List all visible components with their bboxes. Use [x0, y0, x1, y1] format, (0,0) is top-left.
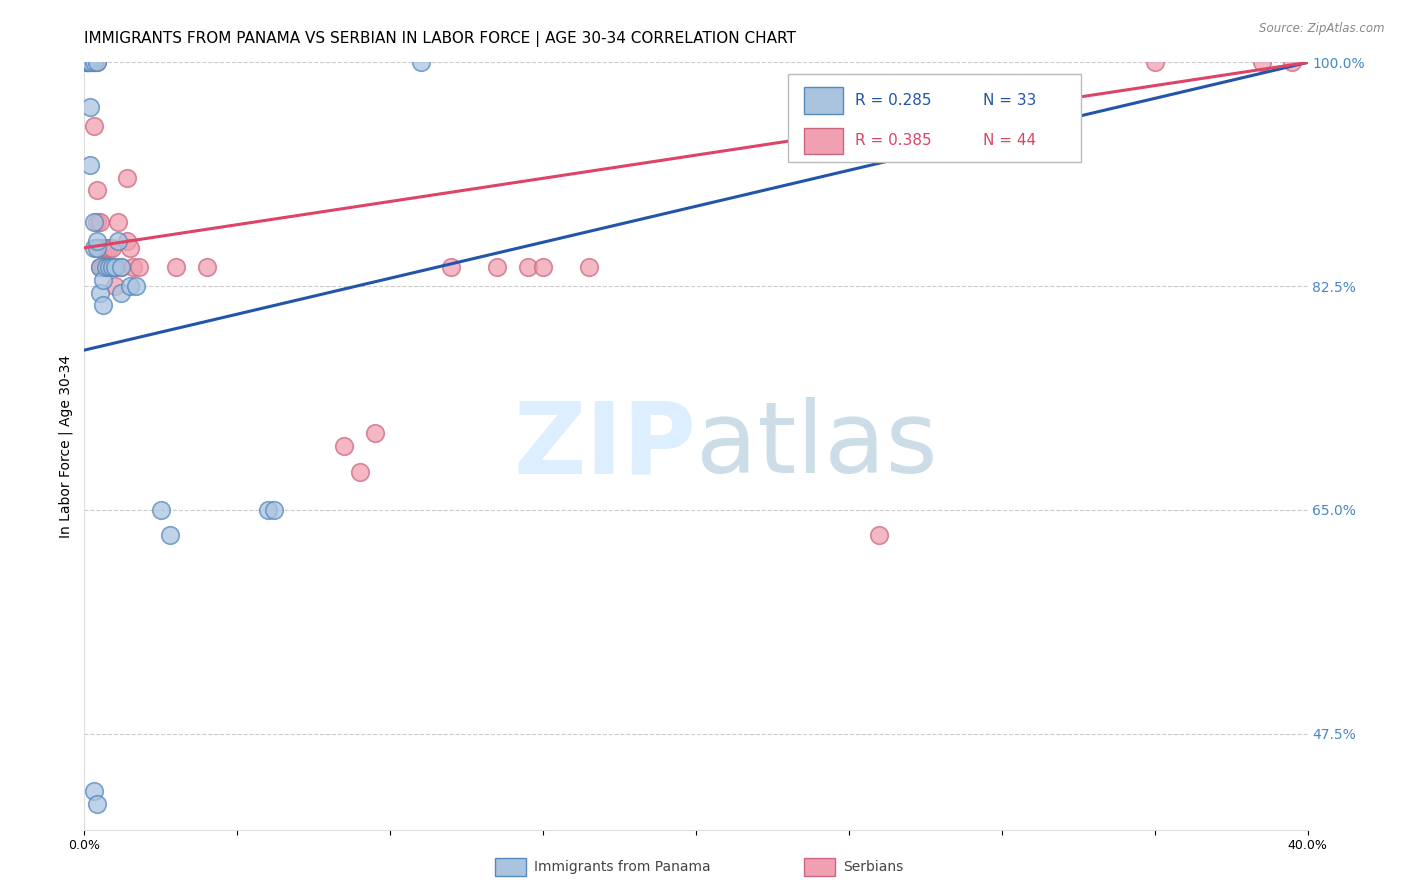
- Point: [94, 260, 117, 274]
- Point: [1143, 55, 1166, 70]
- Point: [122, 260, 145, 274]
- Point: [104, 260, 127, 274]
- Point: [107, 235, 129, 249]
- Point: [409, 55, 432, 70]
- Point: [263, 503, 285, 517]
- Point: [86, 235, 108, 249]
- Point: [578, 260, 600, 274]
- Text: N = 44: N = 44: [983, 133, 1036, 148]
- Point: [125, 279, 148, 293]
- Point: [79, 55, 101, 70]
- Text: Serbians: Serbians: [844, 860, 904, 874]
- Point: [83, 55, 105, 70]
- Point: [101, 241, 124, 255]
- Point: [115, 235, 138, 249]
- Point: [79, 100, 101, 114]
- Point: [83, 55, 105, 70]
- Point: [76, 55, 98, 70]
- Point: [516, 260, 538, 274]
- Point: [195, 260, 218, 274]
- Text: N = 33: N = 33: [983, 93, 1036, 108]
- Point: [149, 503, 172, 517]
- Point: [79, 55, 101, 70]
- Text: atlas: atlas: [696, 398, 938, 494]
- FancyBboxPatch shape: [787, 74, 1081, 162]
- Point: [115, 170, 138, 185]
- Point: [97, 241, 120, 255]
- Point: [333, 439, 356, 453]
- FancyBboxPatch shape: [804, 128, 842, 154]
- Point: [531, 260, 554, 274]
- Point: [257, 503, 280, 517]
- Point: [869, 528, 891, 542]
- Point: [91, 273, 114, 287]
- Point: [89, 241, 111, 255]
- Point: [83, 215, 105, 229]
- Point: [128, 260, 150, 274]
- Text: Source: ZipAtlas.com: Source: ZipAtlas.com: [1260, 22, 1385, 36]
- Point: [486, 260, 509, 274]
- Point: [165, 260, 187, 274]
- Point: [1250, 55, 1272, 70]
- Point: [89, 260, 111, 274]
- FancyBboxPatch shape: [804, 87, 842, 114]
- Point: [104, 260, 127, 274]
- Point: [83, 784, 105, 798]
- Point: [91, 241, 114, 255]
- Point: [97, 260, 120, 274]
- Point: [86, 797, 108, 811]
- Point: [86, 55, 108, 70]
- Point: [110, 260, 132, 274]
- Text: R = 0.385: R = 0.385: [855, 133, 932, 148]
- Point: [86, 183, 108, 197]
- FancyBboxPatch shape: [495, 858, 526, 876]
- Point: [79, 55, 101, 70]
- Y-axis label: In Labor Force | Age 30-34: In Labor Force | Age 30-34: [59, 354, 73, 538]
- Point: [1281, 55, 1303, 70]
- Point: [76, 55, 98, 70]
- Point: [349, 465, 371, 479]
- Point: [86, 55, 108, 70]
- Point: [83, 241, 105, 255]
- FancyBboxPatch shape: [804, 858, 835, 876]
- Point: [101, 260, 124, 274]
- Point: [79, 158, 101, 172]
- Point: [120, 279, 142, 293]
- Point: [83, 120, 105, 134]
- Point: [120, 241, 142, 255]
- Point: [79, 55, 101, 70]
- Point: [91, 260, 114, 274]
- Point: [83, 55, 105, 70]
- Point: [94, 241, 117, 255]
- Point: [76, 55, 98, 70]
- Point: [364, 426, 387, 441]
- Text: ZIP: ZIP: [513, 398, 696, 494]
- Point: [107, 215, 129, 229]
- Point: [89, 285, 111, 300]
- Point: [91, 260, 114, 274]
- Point: [76, 55, 98, 70]
- Point: [86, 215, 108, 229]
- Point: [76, 55, 98, 70]
- Point: [110, 260, 132, 274]
- Text: IMMIGRANTS FROM PANAMA VS SERBIAN IN LABOR FORCE | AGE 30-34 CORRELATION CHART: IMMIGRANTS FROM PANAMA VS SERBIAN IN LAB…: [84, 31, 796, 47]
- Text: R = 0.285: R = 0.285: [855, 93, 932, 108]
- Point: [94, 260, 117, 274]
- Point: [440, 260, 463, 274]
- Point: [104, 279, 127, 293]
- Point: [91, 298, 114, 312]
- Text: Immigrants from Panama: Immigrants from Panama: [534, 860, 711, 874]
- Point: [89, 215, 111, 229]
- Point: [159, 528, 181, 542]
- Point: [89, 260, 111, 274]
- Point: [86, 241, 108, 255]
- Point: [110, 285, 132, 300]
- Point: [97, 260, 120, 274]
